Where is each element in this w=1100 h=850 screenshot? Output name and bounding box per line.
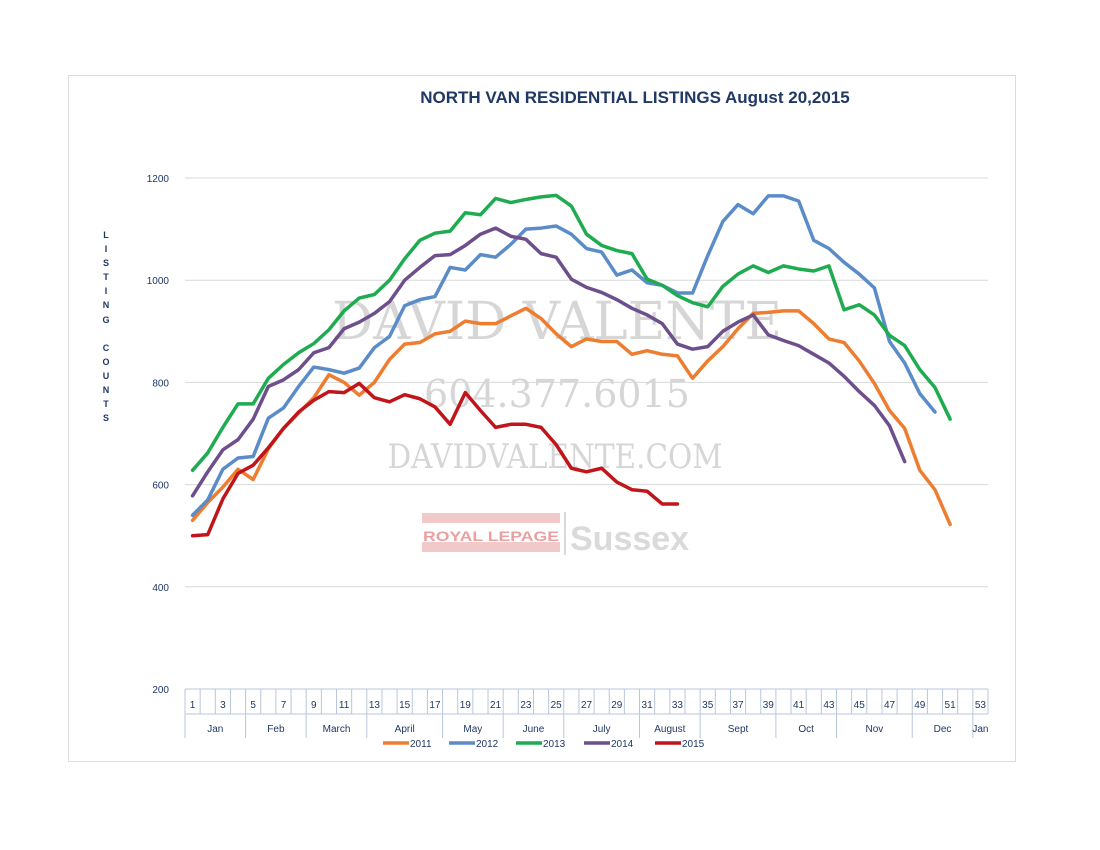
x-tick-label: 11 <box>339 700 350 711</box>
x-tick-label: 27 <box>581 700 593 711</box>
x-tick-label: 51 <box>945 700 957 711</box>
x-tick-label: 15 <box>399 700 411 711</box>
month-label: April <box>395 724 415 735</box>
grid <box>185 177 988 588</box>
y-axis-label-letter: G <box>102 314 110 325</box>
y-tick-label: 600 <box>152 481 169 492</box>
y-axis-label-letter: C <box>102 342 110 353</box>
watermark: DAVID VALENTE 604.377.6015 DAVIDVALENTE.… <box>332 292 782 558</box>
y-tick-label: 1000 <box>147 276 170 287</box>
month-label: June <box>523 724 545 735</box>
month-label: May <box>463 724 482 735</box>
y-axis-label-letter: O <box>102 356 110 367</box>
x-tick-label: 47 <box>884 700 896 711</box>
x-tick-label: 37 <box>732 700 744 711</box>
month-label: Dec <box>934 724 952 735</box>
x-tick-label: 35 <box>702 700 714 711</box>
x-tick-label: 31 <box>642 700 654 711</box>
x-tick-label: 21 <box>490 700 502 711</box>
x-axis: 1 3 5 7 9 11 13 15 17 19 21 23 25 27 29 31 33 35 37 39 41 43 4… <box>184 688 989 738</box>
x-tick-label: 5 <box>250 700 256 711</box>
y-axis-label-letter: I <box>104 286 108 297</box>
legend-label-2013: 2013 <box>543 739 566 750</box>
x-tick-label: 29 <box>611 700 623 711</box>
x-tick-label: 49 <box>914 700 926 711</box>
royal-lepage-logo: ROYAL LEPAGE Sussex <box>422 512 689 558</box>
x-tick-label: 25 <box>551 700 563 711</box>
x-tick-label: 7 <box>281 700 287 711</box>
x-tick-label: 41 <box>793 700 805 711</box>
legend-label-2011: 2011 <box>410 739 432 750</box>
x-tick-label: 17 <box>429 700 441 711</box>
x-tick-label: 33 <box>672 700 684 711</box>
series-line-2013 <box>190 193 952 473</box>
series-lines <box>190 193 952 538</box>
y-tick-label: 800 <box>152 378 169 389</box>
x-tick-label: 45 <box>854 700 866 711</box>
logo-left-text: ROYAL LEPAGE <box>423 528 559 544</box>
x-tick-label: 13 <box>369 700 381 711</box>
y-axis-label-letter: T <box>103 272 109 283</box>
y-ticks: 200 400 600 800 1000 1200 <box>147 174 170 696</box>
month-label: March <box>323 724 351 735</box>
x-tick-label: 9 <box>311 700 317 711</box>
legend-label-2014: 2014 <box>611 739 634 750</box>
x-tick-label: 19 <box>460 700 472 711</box>
y-axis-label-letter: S <box>102 258 109 269</box>
x-tick-label: 43 <box>823 700 835 711</box>
y-tick-label: 1200 <box>147 174 170 185</box>
legend: 2011 2012 2013 2014 2015 <box>383 739 705 750</box>
x-tick-label: 1 <box>190 700 196 711</box>
series-line-2015 <box>190 381 680 538</box>
series-line-2014 <box>190 226 907 498</box>
month-label: Oct <box>798 724 814 735</box>
y-axis-label-letter: T <box>103 399 109 410</box>
y-axis-label-letter: U <box>102 370 110 381</box>
legend-label-2012: 2012 <box>476 739 499 750</box>
y-axis-label-letter: N <box>102 300 110 311</box>
month-label: Nov <box>865 724 883 735</box>
legend-label-2015: 2015 <box>682 739 705 750</box>
y-tick-label: 400 <box>152 583 169 594</box>
month-label: Jan <box>207 724 223 735</box>
x-tick-label: 39 <box>763 700 775 711</box>
month-label: Feb <box>267 724 285 735</box>
y-axis-label-letter: I <box>104 244 108 255</box>
series-line-2012 <box>190 194 937 518</box>
chart-title: NORTH VAN RESIDENTIAL LISTINGS August 20… <box>420 88 850 107</box>
y-axis-label-letter: N <box>102 385 110 396</box>
month-label: July <box>593 724 611 735</box>
month-label: August <box>654 724 685 735</box>
y-axis-label-gap <box>96 327 116 341</box>
month-label: Jan <box>972 724 988 735</box>
x-tick-label: 23 <box>520 700 532 711</box>
y-axis-label-letter: S <box>102 413 109 424</box>
series-line-2011 <box>190 306 952 527</box>
x-tick-label: 53 <box>975 700 987 711</box>
month-label: Sept <box>728 724 749 735</box>
x-tick-label: 3 <box>220 700 226 711</box>
chart-frame <box>68 75 1016 762</box>
y-tick-label: 200 <box>152 685 169 696</box>
watermark-name: DAVID VALENTE <box>332 292 782 352</box>
y-axis-label-letter: L <box>103 230 109 240</box>
logo-right-text: Sussex <box>570 520 689 558</box>
